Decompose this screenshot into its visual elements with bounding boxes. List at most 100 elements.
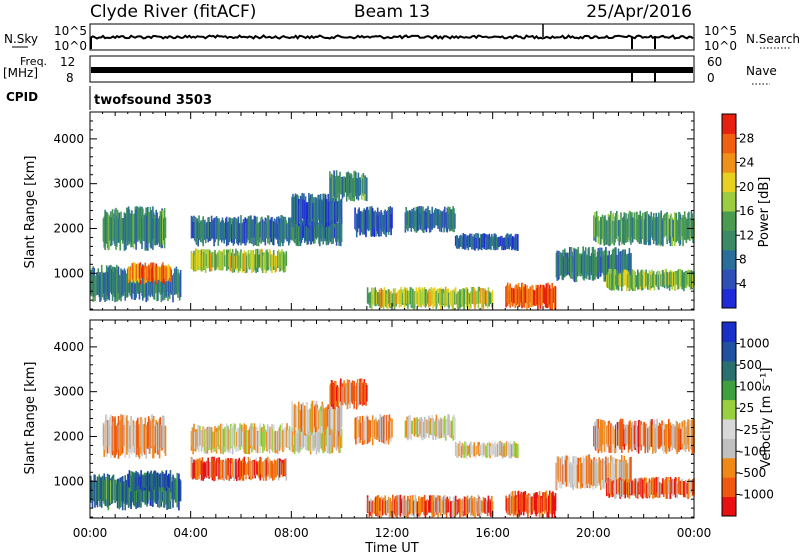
range-gate-cell [381,290,384,308]
range-gate-cell [655,424,657,453]
range-gate-cell [118,425,121,450]
range-gate-cell [509,441,511,457]
range-gate-cell [349,381,351,409]
colorbar-segment [722,191,736,212]
range-gate-cell [369,420,371,441]
range-gate-cell [579,460,581,484]
range-gate-cell [673,272,675,287]
range-gate-cell [226,458,229,477]
range-gate-cell [391,418,393,438]
range-gate-cell [636,211,638,241]
range-gate-cell [628,457,631,480]
range-gate-cell [666,424,668,444]
range-gate-cell [571,464,574,488]
range-gate-cell [657,427,659,444]
range-gate-cell [424,501,427,518]
range-gate-cell [619,220,621,241]
colorbar-segment [722,152,736,173]
range-gate-cell [506,441,509,455]
range-gate-cell [250,250,252,270]
range-gate-cell [335,410,338,431]
range-gate-cell [330,197,333,225]
range-gate-cell [505,235,507,246]
range-gate-cell [607,479,610,493]
range-gate-cell [487,445,490,456]
range-gate-cell [213,218,215,247]
range-gate-cell [319,432,321,450]
range-gate-cell [630,422,632,448]
range-gate-cell [411,421,413,434]
range-gate-cell [654,428,657,454]
range-gate-cell [232,221,235,246]
range-gate-cell [387,289,390,304]
range-gate-cell [284,431,287,447]
range-gate-cell [392,288,395,304]
range-gate-cell [506,282,509,307]
range-gate-cell [335,387,338,401]
range-gate-cell [513,289,516,304]
range-gate-cell [479,291,481,304]
range-gate-cell [334,222,336,238]
range-gate-cell [364,382,366,403]
range-gate-cell [267,462,270,475]
range-gate-cell [157,420,160,451]
range-gate-cell [616,215,619,241]
range-gate-cell [633,425,636,445]
range-gate-cell [455,500,458,515]
range-gate-cell [137,476,140,486]
range-gate-cell [675,212,678,242]
range-gate-cell [257,461,260,478]
range-gate-cell [464,496,466,516]
range-gate-cell [457,501,459,512]
range-gate-cell [284,458,287,477]
range-gate-cell [527,494,529,518]
colorbar-tick-label: 4 [739,277,747,291]
power-colorbar-label: Power [dB] [757,177,772,248]
range-gate-cell [379,498,381,511]
range-gate-cell [679,268,682,287]
range-gate-cell [610,210,612,237]
range-gate-cell [250,423,252,446]
range-gate-cell [619,272,621,287]
y-tick-label: 3000 [53,177,84,191]
range-gate-cell [413,291,416,309]
range-gate-cell [269,426,272,449]
range-gate-cell [517,490,520,514]
colorbar-segment [722,438,736,459]
range-gate-cell [458,443,460,457]
range-gate-cell [627,213,630,238]
range-gate-cell [550,492,553,515]
range-gate-cell [446,417,449,436]
range-gate-cell [571,251,574,272]
range-gate-cell [354,418,356,440]
range-gate-cell [519,494,522,510]
range-gate-cell [273,459,276,480]
range-gate-cell [239,223,241,243]
range-gate-cell [336,385,339,407]
range-gate-cell [373,290,376,304]
range-gate-cell [142,266,144,278]
range-gate-cell [442,288,444,306]
range-gate-cell [211,431,214,447]
range-gate-cell [685,272,688,289]
range-gate-cell [685,427,688,450]
range-gate-cell [293,429,296,455]
range-gate-cell [169,470,172,493]
range-gate-cell [659,482,662,495]
range-gate-cell [511,495,513,514]
range-gate-cell [481,446,484,458]
range-gate-cell [507,285,510,304]
range-gate-cell [455,293,458,305]
range-gate-cell [458,238,460,249]
range-gate-cell [631,274,634,291]
range-gate-cell [416,501,418,515]
range-gate-cell [224,460,226,480]
range-gate-cell [159,211,162,243]
range-gate-cell [116,270,119,302]
range-gate-cell [605,275,608,288]
range-gate-cell [250,215,252,238]
range-gate-cell [490,292,492,304]
range-gate-cell [487,495,490,513]
range-gate-cell [163,426,166,454]
range-gate-cell [423,422,425,438]
